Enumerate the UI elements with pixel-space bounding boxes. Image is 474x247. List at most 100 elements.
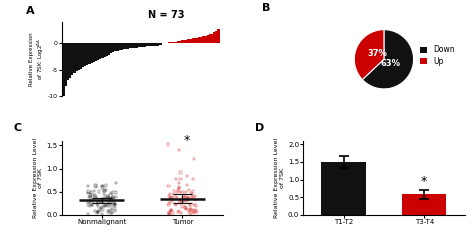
Point <box>102 188 110 192</box>
Bar <box>117 43 118 51</box>
Point <box>165 201 173 205</box>
Point <box>100 188 108 192</box>
Point <box>188 191 195 195</box>
Bar <box>168 42 170 43</box>
Bar <box>138 43 140 47</box>
Point <box>164 203 172 207</box>
Point <box>92 196 100 200</box>
Point <box>94 204 102 208</box>
Point <box>181 206 189 209</box>
Point <box>107 211 114 215</box>
Point <box>188 195 196 199</box>
Point <box>193 210 201 214</box>
Bar <box>123 43 125 49</box>
Point <box>191 210 199 214</box>
Point <box>185 196 193 200</box>
Point <box>99 197 106 201</box>
Text: 63%: 63% <box>381 59 401 68</box>
Point <box>111 209 118 213</box>
Bar <box>179 41 181 43</box>
Point <box>181 205 189 209</box>
Bar <box>142 43 145 47</box>
Bar <box>218 29 219 43</box>
Point <box>188 193 195 197</box>
Point <box>183 174 191 178</box>
Bar <box>86 43 89 65</box>
Bar <box>134 43 136 48</box>
Point <box>84 191 92 195</box>
Point <box>86 195 93 199</box>
Point <box>180 198 188 202</box>
Bar <box>80 43 82 69</box>
Point <box>88 198 95 202</box>
Point <box>180 194 188 198</box>
Point <box>189 209 197 213</box>
Bar <box>149 43 151 46</box>
Point <box>108 206 116 209</box>
Bar <box>91 43 93 63</box>
Bar <box>127 43 129 49</box>
Point <box>187 208 194 212</box>
Point <box>109 211 116 215</box>
Bar <box>69 43 71 78</box>
Bar <box>159 43 162 45</box>
Point <box>96 207 104 211</box>
Point <box>186 202 193 206</box>
Bar <box>129 43 131 48</box>
Point <box>104 196 111 200</box>
Bar <box>114 43 117 51</box>
Point <box>179 190 186 194</box>
Point <box>107 197 115 201</box>
Bar <box>71 43 73 75</box>
Point <box>99 208 106 212</box>
Point <box>95 200 102 204</box>
Point <box>186 213 193 217</box>
Point <box>111 203 119 207</box>
Point <box>173 190 181 194</box>
Point <box>189 189 197 193</box>
Bar <box>196 38 198 43</box>
Point <box>106 199 114 203</box>
Point <box>173 196 181 200</box>
Bar <box>110 43 112 53</box>
Point <box>109 195 117 199</box>
Point <box>84 212 91 216</box>
Point <box>176 190 184 194</box>
Bar <box>67 43 69 81</box>
Point <box>110 196 118 200</box>
Point <box>186 210 193 214</box>
Point <box>191 203 198 207</box>
Bar <box>103 43 106 57</box>
Point <box>100 197 107 201</box>
Point <box>112 181 120 185</box>
Point <box>168 196 175 200</box>
Point <box>182 196 190 200</box>
Point <box>88 203 96 207</box>
Point <box>180 196 188 200</box>
Point <box>99 185 106 189</box>
Point <box>99 184 107 188</box>
Point <box>190 157 198 161</box>
Point <box>112 190 119 194</box>
Text: N = 73: N = 73 <box>147 10 184 20</box>
Point <box>89 193 96 197</box>
Point <box>173 203 180 207</box>
Point <box>183 207 191 211</box>
Point <box>95 190 103 194</box>
Point <box>178 205 186 208</box>
Bar <box>106 43 108 56</box>
Point <box>178 196 185 200</box>
Point <box>105 209 113 213</box>
Y-axis label: Relative Expression Level
of 7SK: Relative Expression Level of 7SK <box>274 138 285 218</box>
Point <box>176 199 184 203</box>
Point <box>177 170 184 174</box>
Point <box>185 188 192 192</box>
Point <box>85 200 92 204</box>
Bar <box>75 43 78 71</box>
Point <box>86 201 94 205</box>
Point <box>186 208 194 212</box>
Bar <box>89 43 91 64</box>
Bar <box>153 43 155 46</box>
Bar <box>112 43 114 52</box>
Point <box>107 202 114 206</box>
